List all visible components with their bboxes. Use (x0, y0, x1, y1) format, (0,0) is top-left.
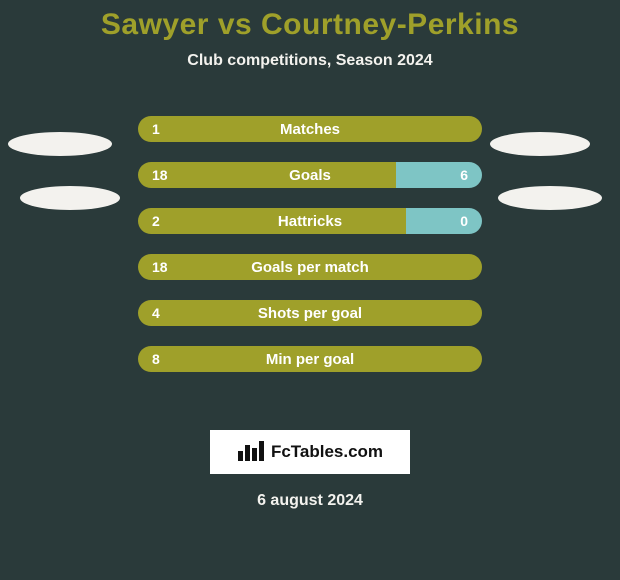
stat-row: 186Goals (138, 162, 482, 188)
stat-label: Goals per match (138, 254, 482, 280)
stat-row: 4Shots per goal (138, 300, 482, 326)
stat-label: Matches (138, 116, 482, 142)
stat-label: Min per goal (138, 346, 482, 372)
decorative-ellipse (498, 186, 602, 210)
comparison-bars: 1Matches 186Goals 20Hattricks 18Goals per m… (138, 116, 482, 372)
stat-row: 20Hattricks (138, 208, 482, 234)
decorative-ellipse (20, 186, 120, 210)
decorative-ellipse (8, 132, 112, 156)
stat-row: 8Min per goal (138, 346, 482, 372)
stat-label: Shots per goal (138, 300, 482, 326)
stat-label: Hattricks (138, 208, 482, 234)
branding-text: FcTables.com (271, 442, 383, 462)
stat-row: 1Matches (138, 116, 482, 142)
footer-date: 6 august 2024 (0, 492, 620, 510)
stat-label: Goals (138, 162, 482, 188)
page-subtitle: Club competitions, Season 2024 (0, 52, 620, 70)
page-title: Sawyer vs Courtney-Perkins (0, 0, 620, 42)
branding-badge: FcTables.com (210, 430, 410, 474)
stat-row: 18Goals per match (138, 254, 482, 280)
bars-icon (237, 439, 265, 466)
stats-area: 1Matches 186Goals 20Hattricks 18Goals per m… (0, 116, 620, 416)
decorative-ellipse (490, 132, 590, 156)
